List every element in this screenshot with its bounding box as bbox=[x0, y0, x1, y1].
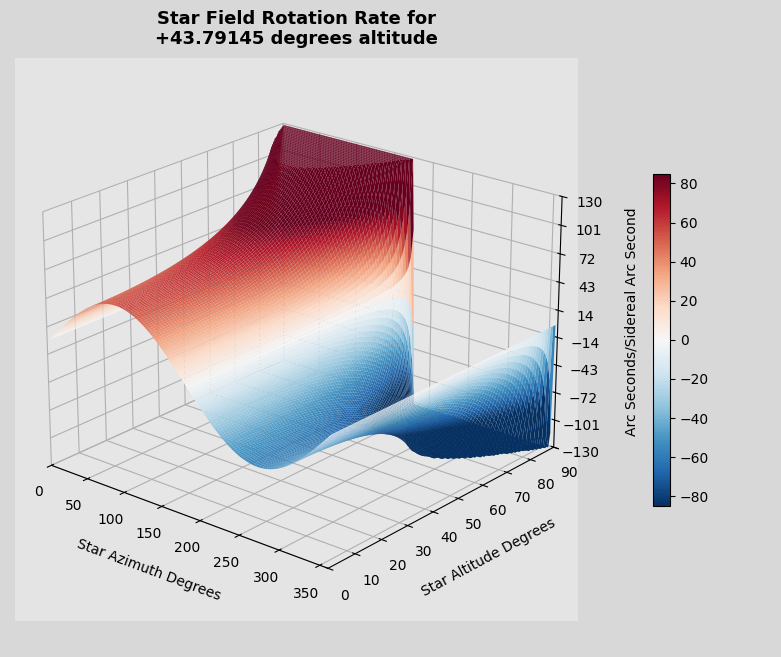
Title: Star Field Rotation Rate for
+43.79145 degrees altitude: Star Field Rotation Rate for +43.79145 d… bbox=[155, 10, 438, 49]
X-axis label: Star Azimuth Degrees: Star Azimuth Degrees bbox=[74, 537, 223, 604]
Y-axis label: Star Altitude Degrees: Star Altitude Degrees bbox=[419, 516, 558, 599]
